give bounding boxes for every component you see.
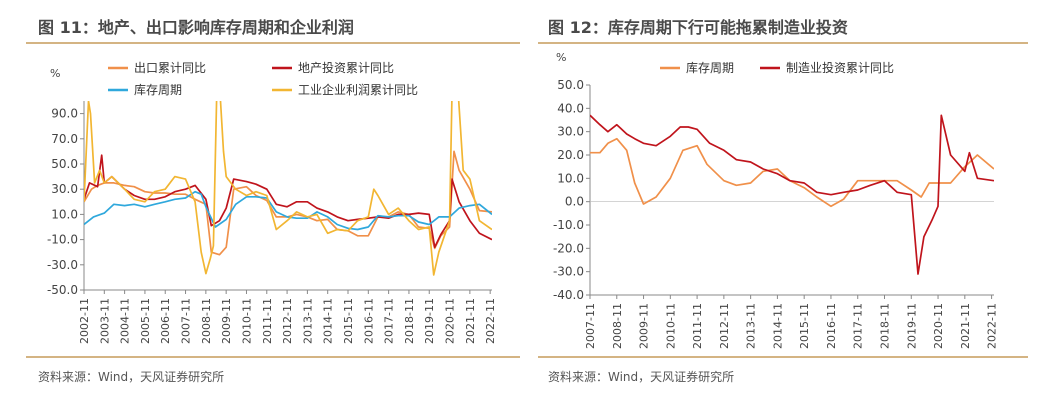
bottom-divider bbox=[26, 356, 520, 358]
y-tick-label: 50.0 bbox=[51, 157, 78, 171]
x-tick-label: 2010-11 bbox=[664, 303, 677, 349]
figure-12-title: 图 12：库存周期下行可能拖累制造业投资 bbox=[548, 18, 848, 37]
x-tick-label: 2020-11 bbox=[932, 303, 945, 349]
x-tick-label: 2007-11 bbox=[584, 303, 597, 349]
figure-11-title: 图 11：地产、出口影响库存周期和企业利润 bbox=[38, 18, 354, 37]
x-tick-label: 2003-11 bbox=[98, 298, 111, 344]
series-line bbox=[590, 114, 994, 275]
bottom-divider bbox=[538, 356, 1028, 358]
legend-label: 库存周期 bbox=[686, 60, 734, 75]
top-divider bbox=[538, 42, 1028, 44]
y-tick-label: 50.0 bbox=[557, 78, 584, 92]
x-tick-label: 2015-11 bbox=[798, 303, 811, 349]
x-tick-label: 2002-11 bbox=[78, 298, 91, 344]
series-line bbox=[84, 101, 492, 276]
legend-label: 制造业投资累计同比 bbox=[786, 60, 894, 75]
top-divider bbox=[26, 42, 520, 44]
y-tick-label: -30.0 bbox=[553, 265, 584, 279]
series-line bbox=[84, 190, 492, 231]
series-line bbox=[590, 137, 994, 208]
y-tick-label: 10.0 bbox=[557, 171, 584, 185]
legend-label: 工业企业利润累计同比 bbox=[298, 82, 418, 97]
x-tick-label: 2019-11 bbox=[423, 298, 436, 344]
x-tick-label: 2018-11 bbox=[878, 303, 891, 349]
x-tick-label: 2009-11 bbox=[220, 298, 233, 344]
x-tick-label: 2017-11 bbox=[383, 298, 396, 344]
y-tick-label: 70.0 bbox=[51, 132, 78, 146]
y-unit-label: % bbox=[556, 51, 566, 64]
y-tick-label: 30.0 bbox=[557, 125, 584, 139]
x-tick-label: 2014-11 bbox=[771, 303, 784, 349]
x-tick-label: 2006-11 bbox=[159, 298, 172, 344]
y-tick-label: 20.0 bbox=[557, 148, 584, 162]
y-tick-label: 30.0 bbox=[51, 182, 78, 196]
x-tick-label: 2010-11 bbox=[240, 298, 253, 344]
figure-11-chart: % 90.0 70.0 50.0 30.0 10.0 -10.0 -30.0 -50.02002… bbox=[47, 60, 497, 344]
x-tick-label: 2015-11 bbox=[342, 298, 355, 344]
y-tick-label: 10.0 bbox=[51, 207, 78, 221]
series-group bbox=[84, 101, 492, 276]
x-tick-label: 2014-11 bbox=[322, 298, 335, 344]
legend-label: 地产投资累计同比 bbox=[298, 60, 394, 75]
figure-12-panel: 图 12：库存周期下行可能拖累制造业投资 % 50.0 40.0 30.0 20.0 10… bbox=[532, 0, 1052, 410]
x-tick-label: 2011-11 bbox=[261, 298, 274, 344]
x-tick-label: 2013-11 bbox=[745, 303, 758, 349]
x-tick-label: 2016-11 bbox=[362, 298, 375, 344]
figure-11-panel: 图 11：地产、出口影响库存周期和企业利润 % 90.0 70.0 50.0 30.0 1… bbox=[0, 0, 520, 410]
y-tick-label: 40.0 bbox=[557, 101, 584, 115]
legend-label: 库存周期 bbox=[134, 82, 182, 97]
x-tick-label: 2005-11 bbox=[139, 298, 152, 344]
series-line bbox=[84, 154, 492, 249]
x-tick-label: 2012-11 bbox=[281, 298, 294, 344]
x-tick-label: 2018-11 bbox=[403, 298, 416, 344]
x-tick-label: 2021-11 bbox=[959, 303, 972, 349]
y-tick-label: -10.0 bbox=[553, 218, 584, 232]
y-unit-label: % bbox=[50, 67, 60, 80]
x-tick-label: 2004-11 bbox=[119, 298, 132, 344]
figure-12-source: 资料来源：Wind，天风证券研究所 bbox=[548, 370, 735, 384]
y-tick-label: -30.0 bbox=[47, 258, 78, 272]
y-tick-label: -50.0 bbox=[47, 283, 78, 297]
y-tick-label: -20.0 bbox=[553, 241, 584, 255]
x-tick-label: 2013-11 bbox=[301, 298, 314, 344]
y-tick-label: -40.0 bbox=[553, 288, 584, 302]
y-tick-label: 0.0 bbox=[565, 195, 584, 209]
x-tick-label: 2022-11 bbox=[986, 303, 999, 349]
figure-11-source: 资料来源：Wind，天风证券研究所 bbox=[38, 370, 225, 384]
x-tick-label: 2016-11 bbox=[825, 303, 838, 349]
x-tick-label: 2008-11 bbox=[200, 298, 213, 344]
x-tick-label: 2008-11 bbox=[611, 303, 624, 349]
x-tick-label: 2007-11 bbox=[180, 298, 193, 344]
legend-label: 出口累计同比 bbox=[134, 61, 206, 75]
y-tick-label: 90.0 bbox=[51, 107, 78, 121]
x-tick-label: 2017-11 bbox=[852, 303, 865, 349]
x-tick-label: 2020-11 bbox=[444, 298, 457, 344]
x-tick-label: 2022-11 bbox=[484, 298, 497, 344]
x-tick-label: 2012-11 bbox=[718, 303, 731, 349]
x-tick-label: 2019-11 bbox=[905, 303, 918, 349]
series-group bbox=[590, 114, 994, 275]
x-tick-label: 2011-11 bbox=[691, 303, 704, 349]
x-tick-label: 2009-11 bbox=[638, 303, 651, 349]
figure-12-chart: % 50.0 40.0 30.0 20.0 10.0 0.0 -10.0 -20.0 -30.0 -… bbox=[553, 51, 999, 349]
x-tick-label: 2021-11 bbox=[464, 298, 477, 344]
y-tick-label: -10.0 bbox=[47, 233, 78, 247]
